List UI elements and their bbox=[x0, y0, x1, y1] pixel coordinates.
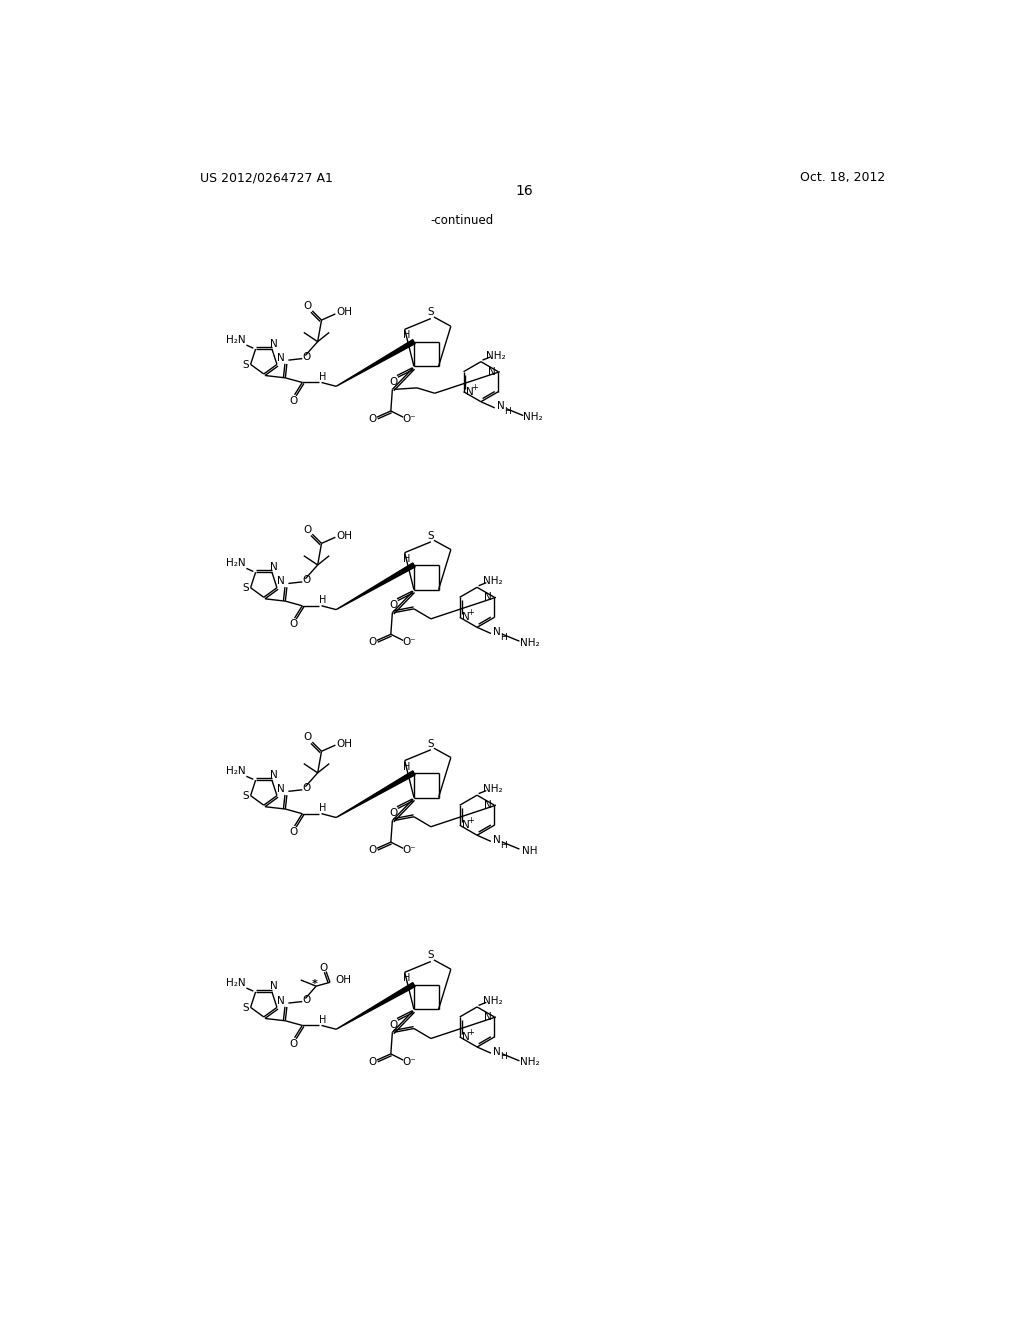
Text: O⁻: O⁻ bbox=[402, 638, 416, 647]
Text: H: H bbox=[402, 330, 410, 341]
Text: OH: OH bbox=[336, 975, 352, 985]
Text: O: O bbox=[369, 845, 377, 855]
Polygon shape bbox=[336, 771, 415, 817]
Text: H: H bbox=[500, 841, 507, 850]
Text: H₂N: H₂N bbox=[225, 558, 246, 568]
Text: OH: OH bbox=[337, 308, 352, 317]
Text: N: N bbox=[462, 612, 470, 622]
Text: O: O bbox=[389, 376, 397, 387]
Text: O: O bbox=[319, 964, 328, 973]
Text: +: + bbox=[467, 816, 474, 825]
Text: H: H bbox=[319, 595, 327, 606]
Text: O: O bbox=[389, 1019, 397, 1030]
Polygon shape bbox=[336, 982, 415, 1030]
Text: +: + bbox=[471, 383, 478, 392]
Text: N: N bbox=[276, 784, 285, 795]
Text: -continued: -continued bbox=[430, 214, 494, 227]
Text: 16: 16 bbox=[516, 183, 534, 198]
Text: N: N bbox=[484, 1012, 493, 1022]
Text: H: H bbox=[402, 973, 410, 983]
Text: N: N bbox=[276, 995, 285, 1006]
Text: H: H bbox=[402, 762, 410, 772]
Text: H: H bbox=[504, 408, 511, 416]
Text: O: O bbox=[303, 352, 311, 362]
Text: H: H bbox=[500, 632, 507, 642]
Text: N: N bbox=[269, 562, 278, 572]
Text: H: H bbox=[319, 804, 327, 813]
Text: OH: OH bbox=[337, 531, 352, 541]
Text: NH₂: NH₂ bbox=[482, 576, 503, 586]
Text: NH₂: NH₂ bbox=[519, 1057, 540, 1068]
Text: N: N bbox=[488, 367, 496, 376]
Text: NH₂: NH₂ bbox=[519, 638, 540, 648]
Text: O: O bbox=[290, 1039, 298, 1049]
Text: +: + bbox=[467, 1028, 474, 1036]
Text: S: S bbox=[242, 1003, 249, 1014]
Text: N: N bbox=[484, 800, 493, 810]
Text: +: + bbox=[467, 609, 474, 618]
Text: NH₂: NH₂ bbox=[482, 784, 503, 795]
Text: NH₂: NH₂ bbox=[482, 995, 503, 1006]
Text: O⁻: O⁻ bbox=[402, 845, 416, 855]
Text: H: H bbox=[319, 372, 327, 381]
Text: S: S bbox=[428, 531, 434, 541]
Text: O: O bbox=[369, 1056, 377, 1067]
Text: N: N bbox=[269, 982, 278, 991]
Text: O: O bbox=[369, 413, 377, 424]
Text: US 2012/0264727 A1: US 2012/0264727 A1 bbox=[200, 172, 333, 185]
Text: N: N bbox=[276, 352, 285, 363]
Text: N: N bbox=[494, 627, 501, 638]
Text: O: O bbox=[303, 524, 311, 535]
Text: H₂N: H₂N bbox=[225, 335, 246, 345]
Text: N: N bbox=[494, 1047, 501, 1056]
Text: O: O bbox=[290, 619, 298, 630]
Polygon shape bbox=[336, 339, 415, 387]
Text: O: O bbox=[303, 733, 311, 742]
Text: N: N bbox=[269, 770, 278, 780]
Text: S: S bbox=[428, 308, 434, 317]
Text: O: O bbox=[389, 601, 397, 610]
Text: N: N bbox=[269, 338, 278, 348]
Text: O: O bbox=[303, 301, 311, 312]
Text: N: N bbox=[466, 387, 474, 397]
Text: H₂N: H₂N bbox=[225, 766, 246, 776]
Text: S: S bbox=[242, 792, 249, 801]
Text: N: N bbox=[497, 401, 505, 412]
Text: NH₂: NH₂ bbox=[523, 412, 543, 422]
Text: S: S bbox=[428, 950, 434, 961]
Text: Oct. 18, 2012: Oct. 18, 2012 bbox=[801, 172, 886, 185]
Text: NH₂: NH₂ bbox=[486, 351, 506, 360]
Text: OH: OH bbox=[337, 739, 352, 748]
Text: O⁻: O⁻ bbox=[402, 413, 416, 424]
Text: H: H bbox=[402, 554, 410, 564]
Text: *: * bbox=[311, 979, 317, 989]
Text: O: O bbox=[290, 396, 298, 407]
Text: O: O bbox=[303, 576, 311, 585]
Text: S: S bbox=[242, 583, 249, 594]
Text: O: O bbox=[369, 638, 377, 647]
Text: N: N bbox=[462, 1032, 470, 1041]
Text: N: N bbox=[494, 834, 501, 845]
Text: H: H bbox=[319, 1015, 327, 1026]
Text: O: O bbox=[389, 808, 397, 818]
Text: S: S bbox=[428, 739, 434, 748]
Text: O: O bbox=[303, 783, 311, 793]
Text: S: S bbox=[242, 360, 249, 370]
Text: O⁻: O⁻ bbox=[402, 1056, 416, 1067]
Text: H₂N: H₂N bbox=[225, 978, 246, 987]
Text: N: N bbox=[276, 576, 285, 586]
Text: N: N bbox=[462, 820, 470, 830]
Text: NH: NH bbox=[521, 846, 538, 855]
Text: N: N bbox=[484, 593, 493, 602]
Text: H: H bbox=[500, 1052, 507, 1061]
Text: O: O bbox=[303, 995, 311, 1005]
Text: O: O bbox=[290, 828, 298, 837]
Polygon shape bbox=[336, 562, 415, 610]
